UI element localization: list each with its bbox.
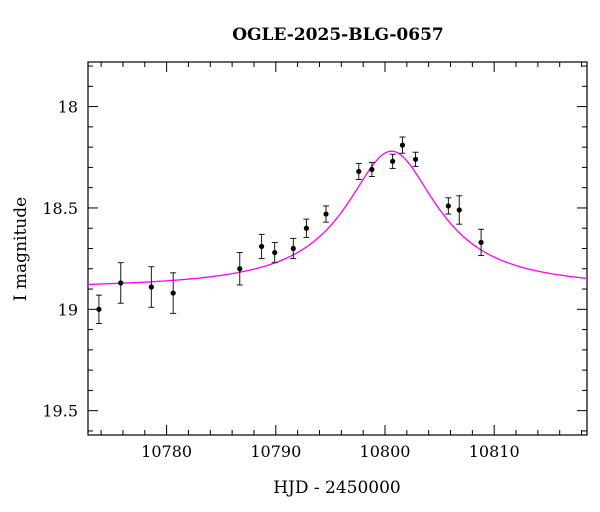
y-tick-label: 18.5 [42,199,78,218]
x-tick-label: 10800 [360,442,411,461]
data-point [118,280,124,286]
y-tick-label: 18 [58,98,78,117]
plot-frame [87,61,588,436]
data-point [369,166,375,173]
data-point [272,249,278,256]
data-point [356,168,362,175]
model-curve [88,150,587,286]
plot-area: 10780 10790 10800 10810 18 18.5 19 19.5 [42,61,588,461]
data-point [478,239,484,246]
x-tick-label: 10810 [469,442,520,461]
data-point [290,245,296,252]
data-point [237,266,243,272]
data-point [456,207,462,213]
y-axis-label: I magnitude [11,197,31,301]
x-axis-label: HJD - 2450000 [273,478,401,498]
data-point [259,243,265,250]
data-point [445,203,451,209]
data-point [96,306,102,312]
y-tick-label: 19.5 [42,402,78,421]
chart-title: OGLE-2025-BLG-0657 [232,25,444,45]
data-point [148,284,154,290]
data-point [170,290,176,296]
y-tick-label: 19 [58,300,78,319]
data-point [399,142,406,148]
data-point [323,211,329,217]
data-point [412,156,419,162]
x-tick-label: 10780 [141,442,192,461]
data-point [303,225,309,231]
data-point [390,158,396,164]
x-tick-label: 10790 [250,442,301,461]
